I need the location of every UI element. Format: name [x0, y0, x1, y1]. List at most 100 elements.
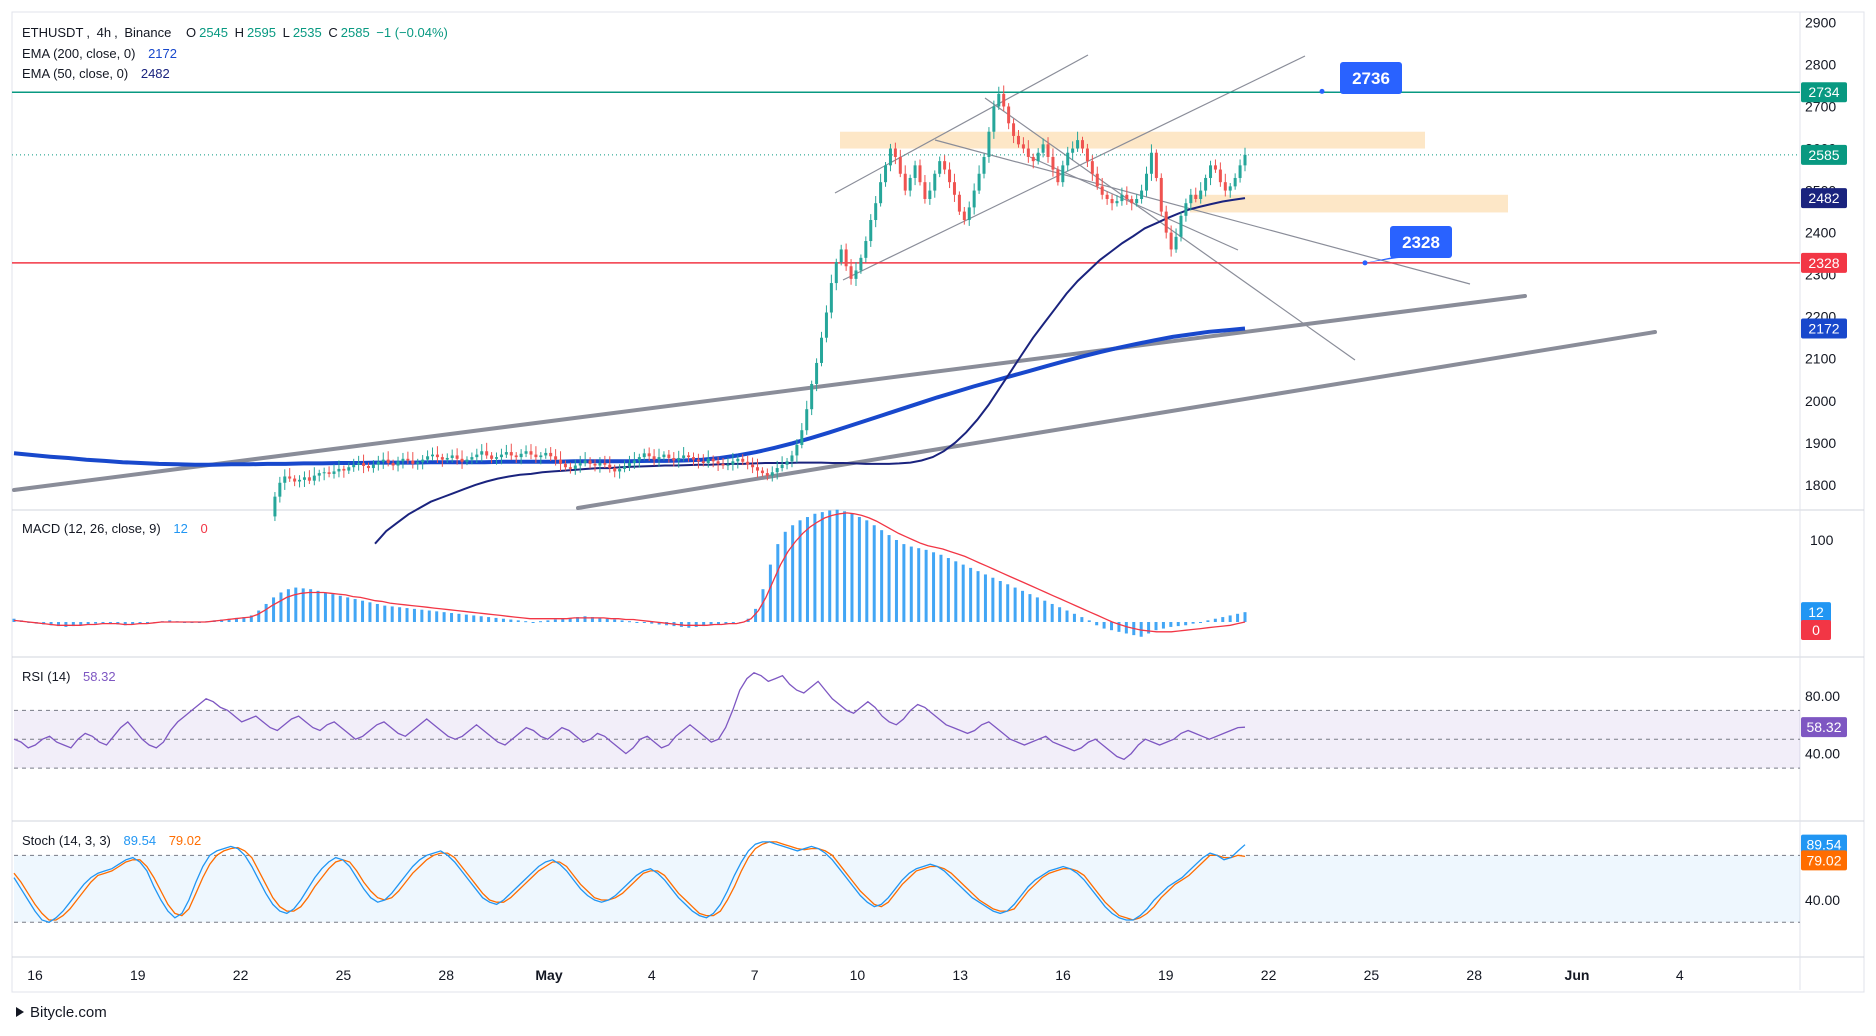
candle-body: [672, 457, 676, 461]
candle-body: [642, 453, 646, 458]
macd-bar: [983, 574, 987, 622]
macd-value-text: 12: [1808, 604, 1824, 620]
candle-body: [785, 461, 789, 465]
candle-body: [327, 472, 331, 474]
rsi-value-text: 58.32: [1806, 719, 1841, 735]
candle-body: [898, 156, 902, 174]
macd-pane: 100 12 0: [12, 509, 1834, 640]
candle-body: [726, 464, 730, 466]
candle-body: [987, 131, 991, 157]
rsi-label: RSI (14): [22, 669, 71, 684]
macd-value: 12: [173, 521, 188, 536]
macd-label: MACD (12, 26, close, 9): [22, 521, 161, 536]
stoch-value-box: [1801, 834, 1847, 855]
time-tick: 16: [1055, 967, 1071, 983]
candle-body: [1115, 201, 1119, 204]
candle-body: [1169, 232, 1173, 250]
macd-bar: [924, 549, 928, 622]
brand-watermark[interactable]: Bitycle.com: [14, 1004, 107, 1021]
candle-body: [421, 459, 425, 463]
macd-bar: [64, 622, 68, 627]
macd-bar: [1176, 622, 1180, 627]
candle-body: [967, 207, 971, 221]
candle-body: [765, 473, 769, 476]
candle-body: [815, 362, 819, 384]
stoch-d-line: [13, 841, 1246, 921]
price-callouts[interactable]: 2736 2328: [1319, 62, 1453, 266]
time-tick: 19: [130, 967, 146, 983]
time-tick: 28: [1466, 967, 1482, 983]
symbol-name: ETHUSDT: [22, 25, 84, 40]
macd-bar: [553, 619, 557, 622]
candle-body: [529, 451, 533, 455]
candle-body: [1090, 161, 1094, 174]
time-tick: 25: [1364, 967, 1380, 983]
macd-bar: [301, 588, 305, 622]
candle-body: [884, 165, 888, 183]
macd-bar: [1095, 622, 1099, 626]
candle-body: [539, 455, 543, 458]
candle-body: [504, 452, 508, 455]
candle-body: [810, 383, 814, 410]
stoch-k-value: 89.54: [123, 833, 157, 848]
candle-body: [997, 93, 1001, 107]
candle-body: [790, 455, 794, 462]
candle-body: [879, 182, 883, 204]
callout-box: [1340, 62, 1402, 94]
macd-bar: [620, 620, 624, 622]
macd-bar: [398, 607, 402, 622]
macd-bar: [768, 564, 772, 622]
candle-body: [623, 466, 627, 469]
candle-body: [775, 468, 779, 473]
candle-body: [992, 106, 996, 132]
macd-bar: [368, 602, 372, 622]
macd-bar: [383, 605, 387, 622]
candle-body: [1238, 165, 1242, 178]
time-tick: 22: [1261, 967, 1277, 983]
candle-body: [1154, 152, 1158, 178]
time-tick: May: [535, 967, 562, 983]
candle-body: [322, 472, 326, 474]
candle-body: [746, 461, 750, 465]
candle-body: [485, 451, 489, 456]
sr-zone: [1190, 194, 1508, 213]
candle-body: [647, 453, 651, 457]
candle-body: [859, 257, 863, 271]
macd-bar: [1199, 622, 1203, 623]
candle-body: [495, 457, 499, 459]
macd-bar: [761, 589, 765, 622]
open-value: 2545: [199, 25, 229, 40]
macd-bar: [791, 525, 795, 622]
macd-bar: [1110, 622, 1114, 631]
candle-body: [682, 455, 686, 458]
candle-body: [721, 463, 725, 466]
candle-body: [1085, 148, 1089, 162]
callout-anchor: [1362, 260, 1368, 266]
candle-body: [706, 458, 710, 464]
macd-bar: [257, 610, 261, 622]
time-tick: 13: [952, 967, 968, 983]
candle-body: [1125, 194, 1129, 199]
macd-bar: [131, 622, 135, 625]
candle-body: [293, 478, 297, 482]
macd-bar: [939, 554, 943, 622]
candle-body: [1095, 173, 1099, 187]
candle-body: [401, 458, 405, 462]
price-label-box: [1801, 188, 1847, 209]
macd-bar: [234, 617, 238, 622]
macd-bar: [316, 590, 320, 622]
macd-bar: [835, 509, 839, 622]
macd-bar: [1147, 622, 1151, 634]
ema50-line: [374, 197, 1246, 545]
macd-bar: [264, 603, 268, 622]
time-tick: 7: [751, 967, 759, 983]
candle-body: [598, 463, 602, 466]
macd-bar: [450, 612, 454, 622]
price-tick: 2900: [1805, 14, 1836, 30]
macd-bar: [509, 619, 513, 622]
rsi-value: 58.32: [83, 669, 116, 684]
macd-bar: [1080, 617, 1084, 622]
macd-bar: [427, 610, 431, 622]
macd-bar: [1117, 622, 1121, 632]
candle-body: [568, 467, 572, 469]
